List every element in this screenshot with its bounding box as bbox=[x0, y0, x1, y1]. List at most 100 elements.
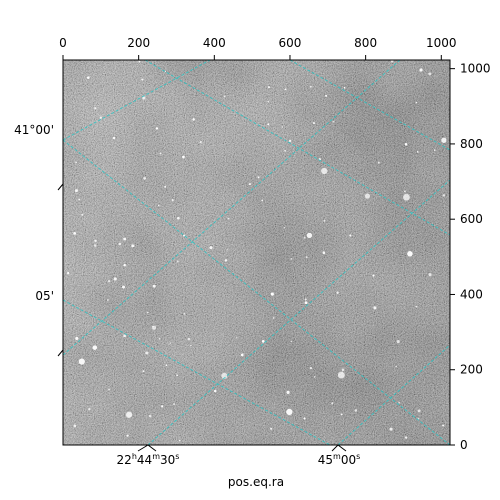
star bbox=[398, 401, 400, 404]
star bbox=[93, 244, 97, 247]
star bbox=[416, 151, 419, 153]
grid-line bbox=[63, 299, 331, 445]
grid-line bbox=[63, 60, 211, 141]
star bbox=[325, 94, 328, 97]
star bbox=[75, 336, 79, 340]
star bbox=[267, 100, 269, 103]
star bbox=[261, 199, 264, 202]
star bbox=[88, 408, 91, 411]
star bbox=[331, 402, 334, 405]
grid-line bbox=[63, 139, 450, 445]
star bbox=[313, 376, 316, 378]
star bbox=[94, 239, 97, 243]
star bbox=[142, 96, 146, 100]
star bbox=[73, 231, 77, 235]
star bbox=[155, 127, 159, 130]
star bbox=[309, 85, 312, 88]
star bbox=[403, 190, 406, 193]
star bbox=[303, 236, 306, 239]
star bbox=[176, 216, 180, 220]
star bbox=[303, 417, 306, 420]
star bbox=[94, 107, 97, 110]
star bbox=[312, 122, 316, 125]
star bbox=[158, 338, 161, 340]
star bbox=[290, 340, 292, 343]
x-axis-title: pos.eq.ra bbox=[228, 475, 284, 489]
star bbox=[172, 403, 175, 406]
star bbox=[121, 285, 126, 289]
star bbox=[107, 299, 109, 301]
grid-line bbox=[144, 60, 450, 236]
star bbox=[267, 123, 270, 126]
star bbox=[169, 342, 172, 344]
star bbox=[118, 242, 122, 246]
star bbox=[417, 409, 421, 413]
star bbox=[309, 367, 313, 370]
y-tick-label: 0 bbox=[460, 438, 468, 452]
star bbox=[141, 78, 144, 81]
star bbox=[78, 358, 85, 365]
dec-tick-label: 05' bbox=[35, 289, 54, 303]
star bbox=[288, 139, 292, 143]
dec-axis: 41°00' 05' bbox=[14, 123, 64, 357]
star bbox=[138, 60, 141, 63]
star bbox=[224, 259, 228, 262]
star bbox=[165, 364, 168, 366]
x-tick-label: 200 bbox=[127, 36, 150, 50]
star bbox=[226, 249, 228, 251]
y-tick-label: 1000 bbox=[460, 62, 491, 76]
star bbox=[286, 390, 290, 394]
star bbox=[199, 141, 202, 144]
star bbox=[257, 176, 260, 179]
star bbox=[152, 325, 154, 328]
star bbox=[74, 189, 78, 193]
star bbox=[377, 161, 380, 164]
star bbox=[221, 372, 228, 380]
star bbox=[304, 301, 308, 305]
star bbox=[304, 298, 307, 301]
star bbox=[240, 353, 244, 357]
star bbox=[322, 251, 326, 255]
star bbox=[190, 344, 192, 347]
dec-tick-label: 41°00' bbox=[14, 123, 54, 137]
sky-image bbox=[63, 60, 450, 445]
coordinate-grid bbox=[63, 60, 450, 445]
star bbox=[341, 368, 345, 372]
star bbox=[131, 244, 135, 248]
x-tick-label: 400 bbox=[203, 36, 226, 50]
star bbox=[107, 279, 111, 283]
star bbox=[340, 413, 343, 416]
star bbox=[235, 337, 238, 339]
star bbox=[192, 118, 195, 121]
star bbox=[337, 371, 345, 379]
star bbox=[176, 260, 179, 263]
star bbox=[415, 305, 418, 308]
plot-frame bbox=[62, 59, 451, 446]
star bbox=[270, 292, 274, 296]
grid-line bbox=[147, 179, 450, 445]
star bbox=[182, 155, 185, 159]
star bbox=[213, 389, 217, 393]
star bbox=[209, 246, 213, 250]
star bbox=[146, 311, 149, 314]
star bbox=[268, 86, 270, 89]
star bbox=[179, 439, 181, 442]
star bbox=[364, 193, 370, 199]
star bbox=[396, 340, 400, 344]
star bbox=[323, 219, 326, 222]
star bbox=[126, 434, 129, 437]
star bbox=[290, 258, 293, 260]
star bbox=[284, 88, 287, 91]
star bbox=[407, 251, 413, 257]
star bbox=[86, 76, 90, 79]
star bbox=[283, 226, 286, 229]
star bbox=[159, 152, 162, 155]
star bbox=[152, 284, 156, 288]
star bbox=[176, 374, 179, 377]
star bbox=[270, 427, 273, 430]
star bbox=[415, 101, 418, 104]
star bbox=[272, 317, 275, 319]
star bbox=[183, 312, 186, 315]
star bbox=[417, 417, 420, 420]
star bbox=[343, 86, 346, 89]
